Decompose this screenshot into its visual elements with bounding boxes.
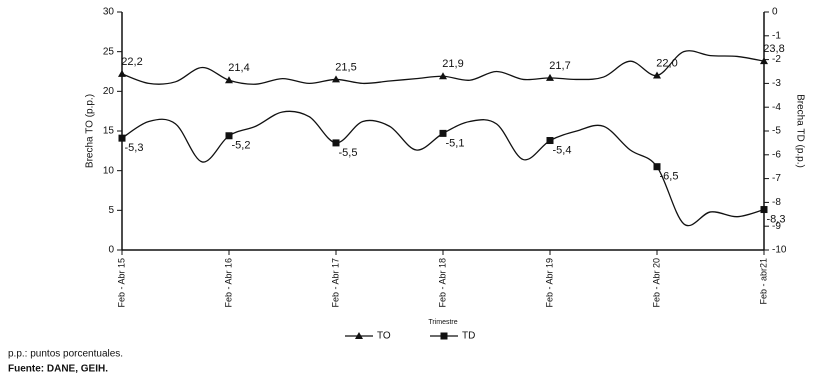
value-label: -6,5 [660,171,679,183]
marker [225,76,233,84]
value-label: -5,4 [553,144,572,156]
y2-tick-label: -3 [772,78,781,89]
y-tick-label: 0 [108,245,114,256]
marker [439,129,447,137]
y2-tick-label: -1 [772,30,781,41]
marker [118,69,126,77]
y-tick-label: 20 [103,86,115,97]
series-line [121,110,765,227]
marker [118,134,126,142]
value-label: -5,3 [125,142,144,154]
marker [440,332,448,340]
x-tick-label: Feb - abr21 [758,258,768,305]
note: p.p.: puntos porcentuales. [8,349,123,360]
value-label: -5,1 [446,137,465,149]
y-tick-label: 15 [103,126,115,137]
marker [332,139,340,147]
legend-label: TO [377,331,391,342]
y2-tick-label: -2 [772,54,781,65]
marker [546,137,554,145]
x-tick-label: Feb - Abr 18 [437,258,447,308]
marker [760,206,768,214]
value-label: 22,0 [656,57,677,69]
x-tick-label: Feb - Abr 16 [223,258,233,308]
y2-tick-label: -5 [772,126,781,137]
x-tick-label: Feb - Abr 19 [544,258,554,308]
legend-label: TD [462,331,475,342]
x-axis-label: Trimestre [428,319,457,326]
y2-tick-label: -10 [772,245,787,256]
source: Fuente: DANE, GEIH. [8,364,108,375]
marker [653,163,661,171]
value-label: 21,7 [549,60,570,72]
y2-tick-label: -7 [772,173,781,184]
marker [225,132,233,140]
y-axis-label: Brecha TO (p.p.) [85,94,96,168]
marker [653,71,661,79]
x-tick-label: Feb - Abr 20 [651,258,661,308]
y2-tick-label: -6 [772,149,781,160]
y-tick-label: 5 [108,205,114,216]
value-label: -8,3 [767,213,786,225]
x-tick-label: Feb - Abr 15 [116,258,126,308]
value-label: 21,4 [228,62,249,74]
marker [760,57,768,65]
value-label: 21,9 [442,58,463,70]
y2-tick-label: -4 [772,102,781,113]
marker [332,75,340,83]
y-tick-label: 25 [103,46,115,57]
marker [355,332,363,339]
y2-tick-label: -8 [772,197,781,208]
marker [546,73,554,81]
value-label: 22,2 [121,56,142,68]
value-label: 23,8 [763,43,784,55]
x-tick-label: Feb - Abr 17 [330,258,340,308]
y2-axis-label: Brecha TD (p.p.) [794,94,805,168]
y-tick-label: 10 [103,165,115,176]
y2-tick-label: -9 [772,221,781,232]
y-tick-label: 30 [103,7,115,18]
value-label: 21,5 [335,61,356,73]
value-label: -5,2 [232,140,251,152]
y2-tick-label: 0 [772,7,778,18]
value-label: -5,5 [339,147,358,159]
marker [439,72,447,80]
